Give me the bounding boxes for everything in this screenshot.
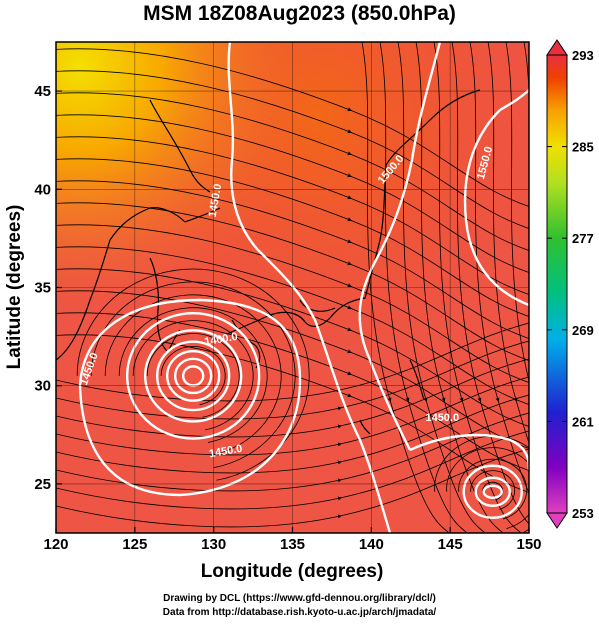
streamline <box>379 42 468 533</box>
streamline <box>56 340 529 420</box>
contour-line <box>463 109 529 307</box>
streamline <box>56 202 529 361</box>
streamline <box>56 412 529 492</box>
y-tick-label: 25 <box>34 476 51 493</box>
contour-ring-typhoon-2 <box>474 476 511 507</box>
colorbar-max-triangle <box>546 39 568 56</box>
contour-line <box>358 42 442 451</box>
streamline <box>446 447 529 529</box>
x-tick-label: 150 <box>516 536 541 553</box>
streamline <box>397 42 486 533</box>
streamline <box>160 346 226 406</box>
streamline <box>56 136 529 295</box>
x-tick-label: 130 <box>201 536 226 553</box>
y-tick-label: 30 <box>34 378 51 395</box>
coastline-segment <box>149 99 211 193</box>
streamline <box>56 114 529 273</box>
credits: Drawing by DCL (https://www.gfd-dennou.o… <box>0 592 599 620</box>
coastline-segment <box>359 419 371 435</box>
colorbar-tick-label: 261 <box>572 414 594 429</box>
contour-ring-typhoon <box>165 349 221 402</box>
colorbar-min-triangle <box>546 512 568 529</box>
streamline <box>434 435 529 533</box>
contour-label: 1450.0 <box>208 443 243 461</box>
colorbar-tick-label: 253 <box>572 506 594 521</box>
contour-label: 1450.0 <box>207 183 225 218</box>
contour-ring-typhoon-2 <box>482 484 503 499</box>
streamline <box>56 312 529 471</box>
contour-line <box>227 42 392 533</box>
contour-line <box>499 89 529 112</box>
x-tick-label: 140 <box>359 536 384 553</box>
streamline <box>56 224 529 383</box>
streamline <box>469 42 529 495</box>
contour-label: 1400.0 <box>203 331 238 349</box>
contour-ring-typhoon <box>181 365 205 387</box>
streamline <box>132 320 254 431</box>
streamline <box>90 281 296 469</box>
contour-ring-typhoon-2 <box>462 464 523 519</box>
streamline <box>56 92 529 251</box>
streamline <box>451 42 529 525</box>
streamline <box>56 246 529 405</box>
y-tick-label: 45 <box>34 83 51 100</box>
streamline <box>56 180 529 339</box>
contour-line <box>409 433 529 471</box>
streamline <box>56 448 529 528</box>
credits-line-2: Data from http://database.rish.kyoto-u.a… <box>162 607 437 618</box>
x-tick-label: 120 <box>43 536 68 553</box>
x-axis: 120 125 130 135 140 145 150 <box>43 527 542 553</box>
y-tick-label: 40 <box>34 181 51 198</box>
colorbar-tick-label: 277 <box>572 231 594 246</box>
streamline <box>56 334 529 493</box>
height-contours <box>78 42 529 533</box>
colorbar-tick-label: 293 <box>572 48 594 63</box>
streamline <box>56 48 529 207</box>
credits-line-1: Drawing by DCL (https://www.gfd-dennou.o… <box>163 593 436 604</box>
contour-ring-typhoon <box>143 329 243 423</box>
streamline <box>361 42 450 533</box>
streamline <box>56 158 529 317</box>
streamline <box>458 458 528 520</box>
streamline <box>146 333 240 418</box>
streamline <box>56 376 529 456</box>
colorbar-tick-label: 285 <box>572 140 594 155</box>
x-tick-label: 125 <box>122 536 147 553</box>
coastline-segment <box>184 207 221 223</box>
colorbar: 293 285 277 269 261 253 <box>546 39 594 529</box>
colorbar-tick-label: 269 <box>572 323 594 338</box>
streamline <box>56 430 529 510</box>
contour-ring-typhoon <box>125 311 261 440</box>
streamline <box>56 394 529 474</box>
contour-ring-typhoon <box>173 357 213 395</box>
streamline <box>56 70 529 229</box>
streamline <box>505 42 529 383</box>
y-tick-label: 35 <box>34 280 51 297</box>
contour-ring-typhoon <box>155 340 231 412</box>
x-axis-label: Longitude (degrees) <box>201 561 384 582</box>
streamline <box>104 294 282 456</box>
chart-title: MSM 18Z08Aug2023 (850.0hPa) <box>143 2 456 25</box>
y-axis: 25 30 35 40 45 <box>34 83 62 493</box>
coastline-segment <box>385 89 481 166</box>
streamline <box>56 290 529 449</box>
streamline <box>56 358 529 438</box>
y-axis-label: Latitude (degrees) <box>4 205 25 370</box>
coastline-segment <box>56 207 186 361</box>
coastline-segment <box>149 257 169 353</box>
streamline <box>470 470 516 510</box>
x-tick-label: 135 <box>280 536 305 553</box>
contour-label: 1450.0 <box>425 412 459 424</box>
contour-line <box>78 298 302 497</box>
coastline-segment <box>224 164 387 336</box>
x-tick-label: 145 <box>438 536 463 553</box>
coastline-segment <box>299 299 336 312</box>
grid <box>55 42 530 533</box>
coastline-segment <box>409 359 425 401</box>
